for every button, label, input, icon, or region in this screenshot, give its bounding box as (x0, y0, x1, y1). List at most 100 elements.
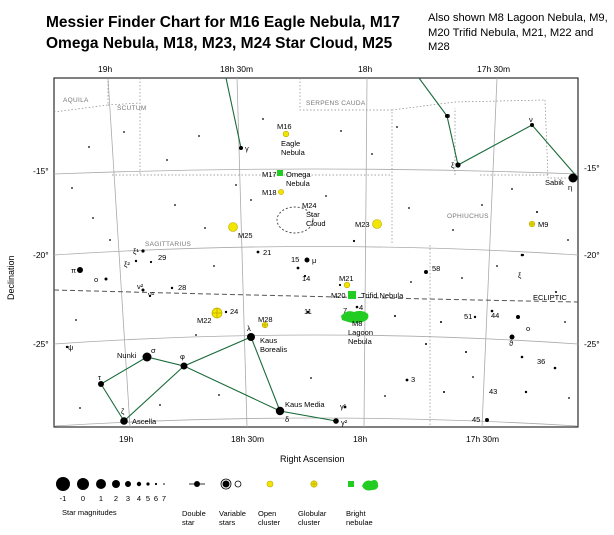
label-gamma2: γ² (341, 418, 348, 427)
m22-label: M22 (197, 316, 212, 325)
stars (65, 114, 578, 425)
ra-tick-18h-top: 18h (358, 64, 372, 74)
label-sabik: Sabik (545, 178, 564, 187)
m24-desc: Star Cloud (306, 210, 326, 228)
constellation-serpens-cauda: SERPENS CAUDA (306, 100, 366, 107)
label-kaus-borealis: Kaus Borealis (260, 336, 287, 354)
dec-axis-label: Declination (6, 255, 16, 300)
ra-line-17h30 (481, 78, 498, 427)
label-gamma: γ (245, 144, 249, 153)
legend-open-cluster: Open cluster (258, 509, 281, 527)
label-eta: η (568, 183, 572, 192)
globular-cluster-symbol (310, 480, 318, 488)
label-psi: ψ (68, 343, 73, 352)
also-shown-note: Also shown M8 Lagoon Nebula, M9, M20 Tri… (428, 12, 608, 53)
m8-nebula-cloud (341, 310, 369, 323)
m16-label: M16 (277, 122, 292, 131)
label-zeta: ζ (121, 407, 125, 416)
label-45: 45 (472, 415, 480, 424)
legend-double-star: Double star (182, 509, 206, 527)
label-phi: φ (180, 352, 185, 361)
label-theta-oph: ϑ (509, 339, 514, 348)
label-xi-oph: ξ (518, 271, 522, 280)
m9-marker (528, 220, 536, 228)
deep-sky-objects (211, 130, 536, 329)
svg-text:7: 7 (162, 494, 166, 503)
ra-tick-17h30-bottom: 17h 30m (466, 434, 499, 444)
ra-tick-19h-bottom: 19h (119, 434, 133, 444)
label-51: 51 (464, 312, 472, 321)
ra-tick-18h-bottom: 18h (353, 434, 367, 444)
m20-label: M20 (331, 291, 346, 300)
legend-bright-nebulae: Bright nebulae (346, 509, 373, 527)
ra-axis-label: Right Ascension (280, 454, 345, 464)
label-pi: π (71, 266, 76, 275)
svg-text:0: 0 (81, 494, 85, 503)
label-tau: τ (98, 373, 101, 382)
m25-marker (228, 222, 238, 232)
m28-label: M28 (258, 315, 273, 324)
m24-label: M24 (302, 201, 317, 210)
m8-desc: Lagoon Nebula (348, 328, 373, 346)
chart-title: Messier Finder Chart for M16 Eagle Nebul… (46, 14, 401, 52)
ecliptic-label: ECLIPTIC (533, 293, 567, 302)
m28-marker (261, 321, 269, 329)
svg-text:1: 1 (99, 494, 103, 503)
m9-label: M9 (538, 220, 548, 229)
dec-tick-20-left: -20° (33, 250, 49, 260)
svg-text:5: 5 (146, 494, 150, 503)
ra-tick-18h30-top: 18h 30m (220, 64, 253, 74)
dec-line-20 (54, 246, 578, 256)
m17-desc: Omega Nebula (286, 170, 311, 188)
ra-tick-19h-top: 19h (98, 64, 112, 74)
dec-tick-20-right: -20° (584, 250, 600, 260)
open-cluster-symbol (266, 480, 274, 488)
magnitude-values: -1 0 1 2 3 4 5 6 7 (60, 494, 166, 503)
label-29: 29 (158, 253, 166, 262)
label-nu1: ν¹ (148, 290, 155, 299)
label-43: 43 (489, 387, 497, 396)
magnitude-dots (56, 477, 165, 491)
ra-line-18h (363, 78, 368, 427)
m21-marker (343, 281, 351, 289)
svg-text:4: 4 (137, 494, 141, 503)
svg-text:3: 3 (126, 494, 130, 503)
m22-marker (211, 307, 223, 319)
label-44: 44 (491, 311, 499, 320)
label-58: 58 (432, 264, 440, 273)
m18-marker (278, 189, 284, 195)
dec-tick-15-left: -15° (33, 166, 49, 176)
legend-type-labels: Double star Variable stars Open cluster Glo… (182, 509, 373, 527)
m20-marker (348, 291, 356, 299)
label-21: 21 (263, 248, 271, 257)
dec-tick-25-right: -25° (584, 339, 600, 349)
m23-label: M23 (355, 220, 370, 229)
legend-magnitudes-label: Star magnitudes (62, 508, 117, 517)
chart-grid (54, 78, 578, 427)
legend-variable-stars: Variable stars (219, 509, 246, 527)
m20-desc: Trifid Nebula (361, 291, 404, 300)
label-xi2: ξ² (124, 260, 130, 269)
label-omicron-sgr: o (94, 275, 98, 284)
constellation-scutum: SCUTUM (117, 105, 147, 112)
dec-tick-25-left: -25° (33, 339, 49, 349)
bright-nebulae-symbol (348, 480, 379, 491)
label-kaus-media: Kaus Media (285, 400, 325, 409)
svg-text:2: 2 (114, 494, 118, 503)
label-gamma1: γ¹ (340, 402, 347, 411)
label-sigma: σ (151, 346, 156, 355)
variable-star-symbol (220, 478, 242, 490)
legend: -1 0 1 2 3 4 5 6 7 Star magnitudes Doubl… (56, 477, 379, 527)
label-nu2: ν² (137, 282, 144, 291)
dec-line-15 (54, 168, 578, 175)
dec-tick-15-right: -15° (584, 163, 600, 173)
label-14: 14 (302, 274, 310, 283)
label-4: 4 (359, 303, 363, 312)
m24-star-cloud-outline (276, 206, 314, 234)
label-mu: μ (312, 256, 316, 265)
m17-label: M17 (262, 170, 277, 179)
label-omicron: ο (446, 111, 450, 120)
label-28: 28 (178, 283, 186, 292)
constellation-sagittarius: SAGITTARIUS (145, 241, 192, 248)
ra-tick-18h30-bottom: 18h 30m (231, 434, 264, 444)
